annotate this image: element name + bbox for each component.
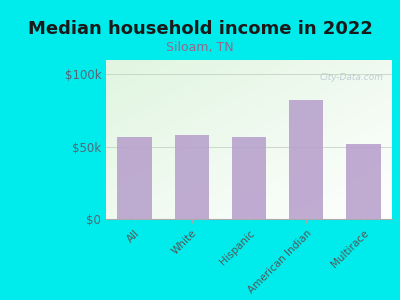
Bar: [289, 100, 323, 219]
Text: City-Data.com: City-Data.com: [320, 73, 384, 82]
Text: Siloam, TN: Siloam, TN: [166, 40, 234, 53]
Bar: [175, 135, 209, 219]
Bar: [118, 136, 152, 219]
Bar: [346, 144, 380, 219]
Bar: [232, 137, 266, 219]
Text: Median household income in 2022: Median household income in 2022: [28, 20, 372, 38]
